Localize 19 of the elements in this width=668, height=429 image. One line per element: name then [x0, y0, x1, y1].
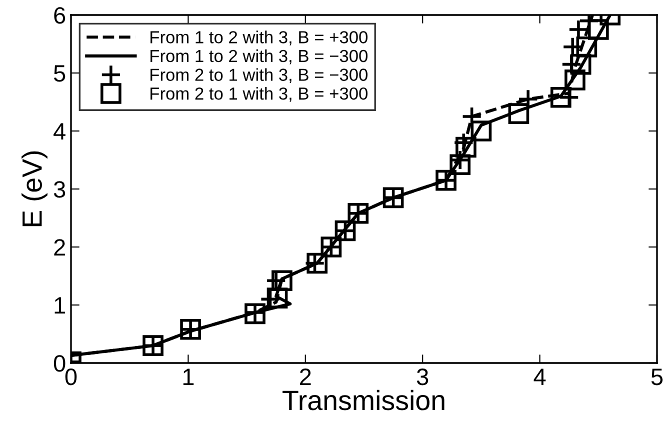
- y-tick-label: 6: [54, 7, 66, 24]
- x-tick-label: 5: [651, 368, 663, 386]
- y-tick-label: 1: [54, 297, 65, 314]
- x-tick-label: 3: [416, 368, 428, 386]
- legend-label: From 2 to 1 with 3, B = −300: [150, 68, 368, 84]
- legend-label: From 1 to 2 with 3, B = −300: [150, 49, 368, 64]
- y-tick-label: 0: [54, 355, 66, 372]
- x-axis-title: Transmission: [282, 390, 444, 410]
- y-tick-label: 5: [54, 65, 66, 82]
- x-tick-label: 1: [183, 368, 194, 385]
- y-tick-label: 3: [54, 181, 66, 198]
- x-tick-label: 0: [65, 368, 77, 386]
- y-tick-label: 4: [54, 123, 66, 140]
- y-axis-title: E (eV): [22, 151, 48, 226]
- x-tick-label: 4: [534, 368, 546, 385]
- y-tick-label: 2: [54, 239, 65, 256]
- legend-label: From 2 to 1 with 3, B = +300: [150, 86, 368, 102]
- legend-label: From 1 to 2 with 3, B = +300: [150, 30, 368, 46]
- x-tick-label: 2: [300, 368, 311, 385]
